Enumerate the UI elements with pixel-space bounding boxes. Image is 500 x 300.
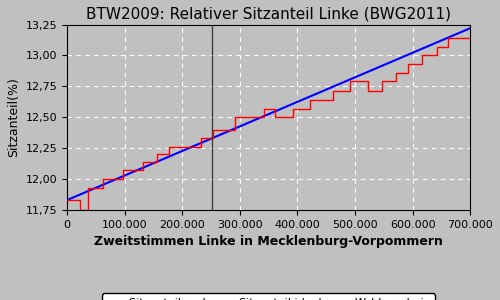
Title: BTW2009: Relativer Sitzanteil Linke (BWG2011): BTW2009: Relativer Sitzanteil Linke (BWG… [86, 7, 451, 22]
Legend: Sitzanteil real, Sitzanteil ideal, Wahlergebnis: Sitzanteil real, Sitzanteil ideal, Wahle… [102, 293, 435, 300]
X-axis label: Zweitstimmen Linke in Mecklenburg-Vorpommern: Zweitstimmen Linke in Mecklenburg-Vorpom… [94, 235, 443, 248]
Y-axis label: Sitzanteil(%): Sitzanteil(%) [7, 77, 20, 157]
